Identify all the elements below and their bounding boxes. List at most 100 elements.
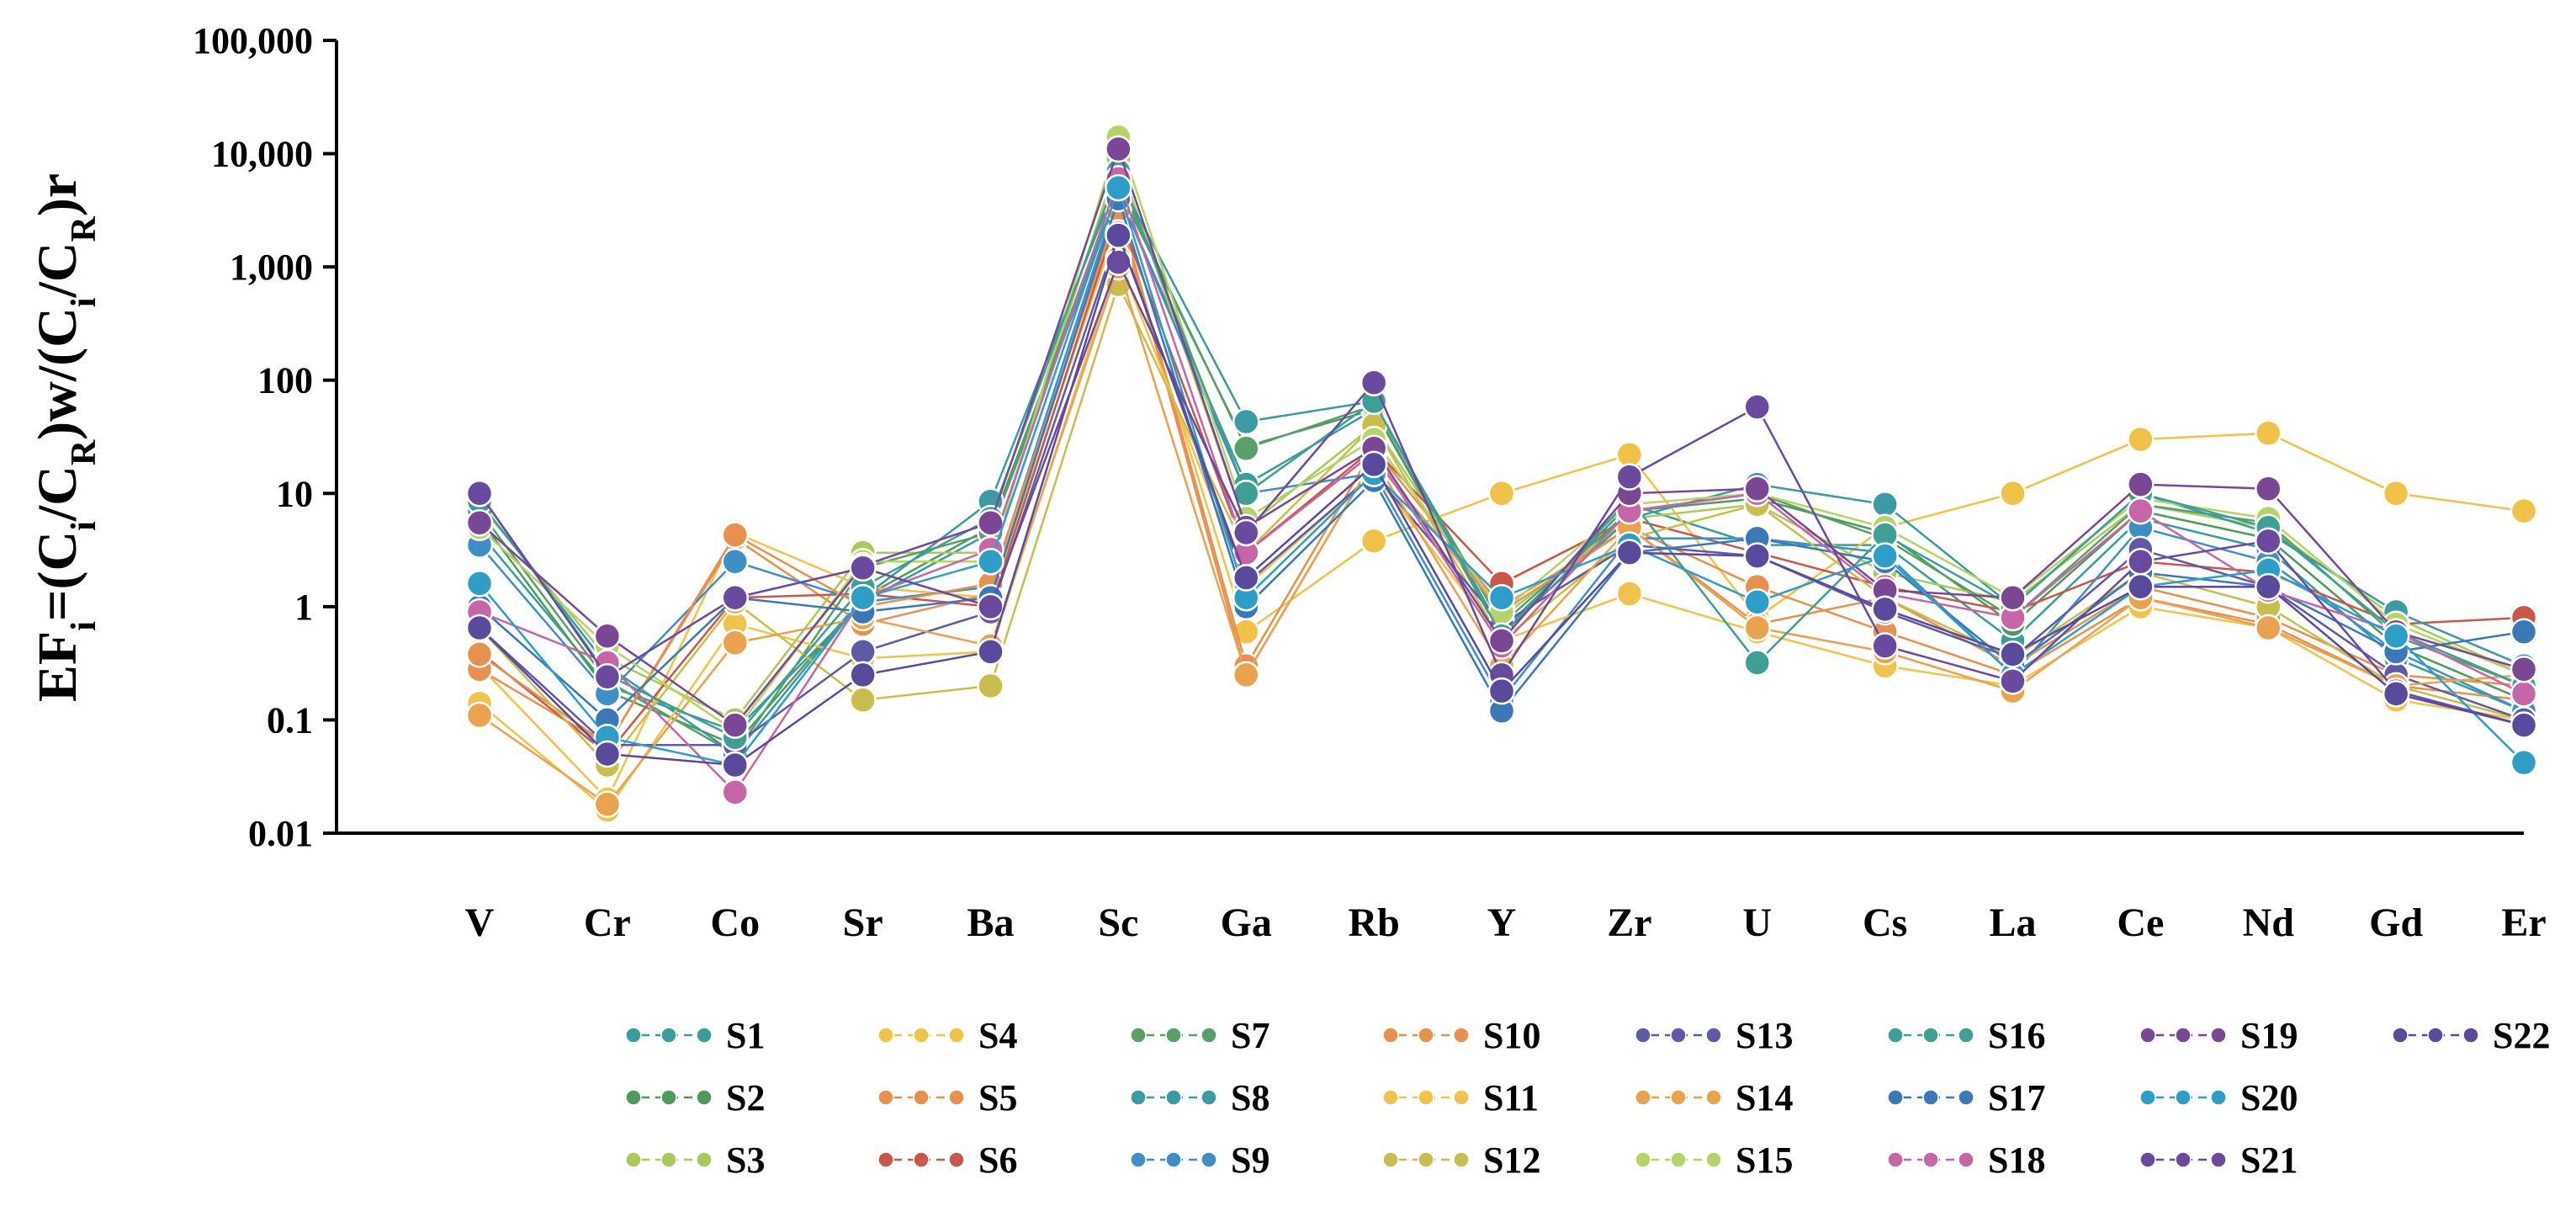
data-point [2127, 548, 2155, 576]
data-point [1871, 595, 1899, 624]
legend-marker [1958, 1027, 1974, 1044]
data-point [2127, 470, 2155, 498]
data-point [2127, 425, 2155, 454]
legend-marker [1130, 1151, 1147, 1168]
legend-label: S10 [1483, 1015, 1540, 1056]
data-point [465, 480, 494, 507]
y-tick-label: 100,000 [193, 20, 313, 61]
data-point [1360, 450, 1388, 479]
data-point [1487, 677, 1516, 705]
legend-item: S22 [2392, 1015, 2550, 1056]
legend-marker [1453, 1089, 1470, 1106]
y-axis-title-part: )r [27, 173, 88, 216]
legend-marker [625, 1027, 642, 1044]
data-point [2127, 497, 2155, 525]
y-axis-title-subscript: R [65, 439, 103, 465]
legend-marker [2175, 1027, 2192, 1044]
data-point [2255, 572, 2282, 601]
data-point [849, 661, 877, 689]
legend-marker [948, 1027, 965, 1044]
legend-marker [1887, 1089, 1904, 1106]
data-point [593, 790, 622, 818]
data-point [465, 701, 494, 730]
legend-marker [948, 1089, 965, 1106]
legend-marker [2462, 1027, 2479, 1044]
data-point [1743, 542, 1771, 570]
legend-marker [1418, 1027, 1434, 1044]
x-tick-label: Zr [1607, 901, 1651, 945]
legend-item: S18 [1887, 1140, 2045, 1181]
legend-marker [913, 1027, 930, 1044]
data-point [977, 548, 1004, 576]
legend-label: S4 [978, 1015, 1017, 1056]
data-point [1871, 632, 1899, 660]
legend-marker [1201, 1027, 1217, 1044]
x-tick-label: Er [2501, 901, 2546, 945]
x-tick-label: La [1989, 901, 2036, 945]
data-point [721, 583, 749, 612]
data-point [1232, 480, 1260, 507]
legend-marker [696, 1027, 713, 1044]
data-point [2510, 711, 2538, 739]
data-point [721, 521, 749, 549]
y-axis-title-subscript: R [65, 216, 103, 242]
data-point [1999, 480, 2027, 507]
x-tick-label: Gd [2369, 901, 2423, 945]
legend-marker [913, 1089, 930, 1106]
data-point [1487, 583, 1516, 612]
legend-marker [2210, 1089, 2227, 1106]
x-tick-label: Ba [967, 901, 1014, 945]
y-axis-title-part: /C [27, 465, 88, 522]
legend-marker [1670, 1027, 1687, 1044]
data-point [2510, 497, 2538, 525]
legend-marker [2175, 1089, 2192, 1106]
y-axis-title-subscript: i [65, 521, 103, 531]
data-point [1232, 518, 1260, 547]
legend-marker [696, 1151, 713, 1168]
data-point [1487, 627, 1516, 655]
y-axis-title-part: /C [27, 242, 88, 299]
legend-label: S9 [1231, 1140, 1269, 1181]
data-point [721, 548, 749, 576]
data-point [2127, 572, 2155, 601]
legend-marker [1958, 1151, 1974, 1168]
legend-marker [2210, 1027, 2227, 1044]
legend-marker [1635, 1151, 1651, 1168]
data-point [465, 640, 494, 668]
data-point [1615, 539, 1644, 566]
data-point [1743, 614, 1771, 642]
data-point [1360, 527, 1388, 555]
legend-label: S2 [726, 1077, 765, 1118]
x-tick-label: Y [1487, 901, 1517, 945]
legend-marker [1922, 1151, 1939, 1168]
legend-item: S7 [1130, 1015, 1269, 1056]
legend-item: S3 [625, 1140, 765, 1181]
y-axis-title-subscript: i [65, 621, 103, 631]
data-point [977, 592, 1004, 621]
y-tick-label: 1,000 [230, 247, 313, 288]
data-point [721, 629, 749, 657]
data-point [1999, 667, 2027, 695]
x-tick-label: Nd [2243, 901, 2295, 945]
data-point [1105, 173, 1132, 202]
legend-label: S11 [1483, 1077, 1539, 1118]
data-point [1615, 463, 1644, 491]
data-point [1743, 649, 1771, 677]
legend-marker [660, 1151, 677, 1168]
data-point [721, 711, 749, 739]
x-tick-label: U [1742, 901, 1772, 945]
data-point [2255, 614, 2282, 642]
legend-marker [2139, 1027, 2156, 1044]
data-point [465, 614, 494, 642]
legend-item: S16 [1887, 1015, 2045, 1056]
x-tick-label: Ga [1221, 901, 1272, 945]
legend-marker [696, 1089, 713, 1106]
legend-marker [1635, 1027, 1651, 1044]
series-s22 [465, 221, 2538, 779]
x-tick-label: Sc [1098, 901, 1138, 945]
legend-marker [1382, 1027, 1399, 1044]
x-tick-label: Rb [1348, 901, 1399, 945]
data-point [2255, 475, 2282, 502]
